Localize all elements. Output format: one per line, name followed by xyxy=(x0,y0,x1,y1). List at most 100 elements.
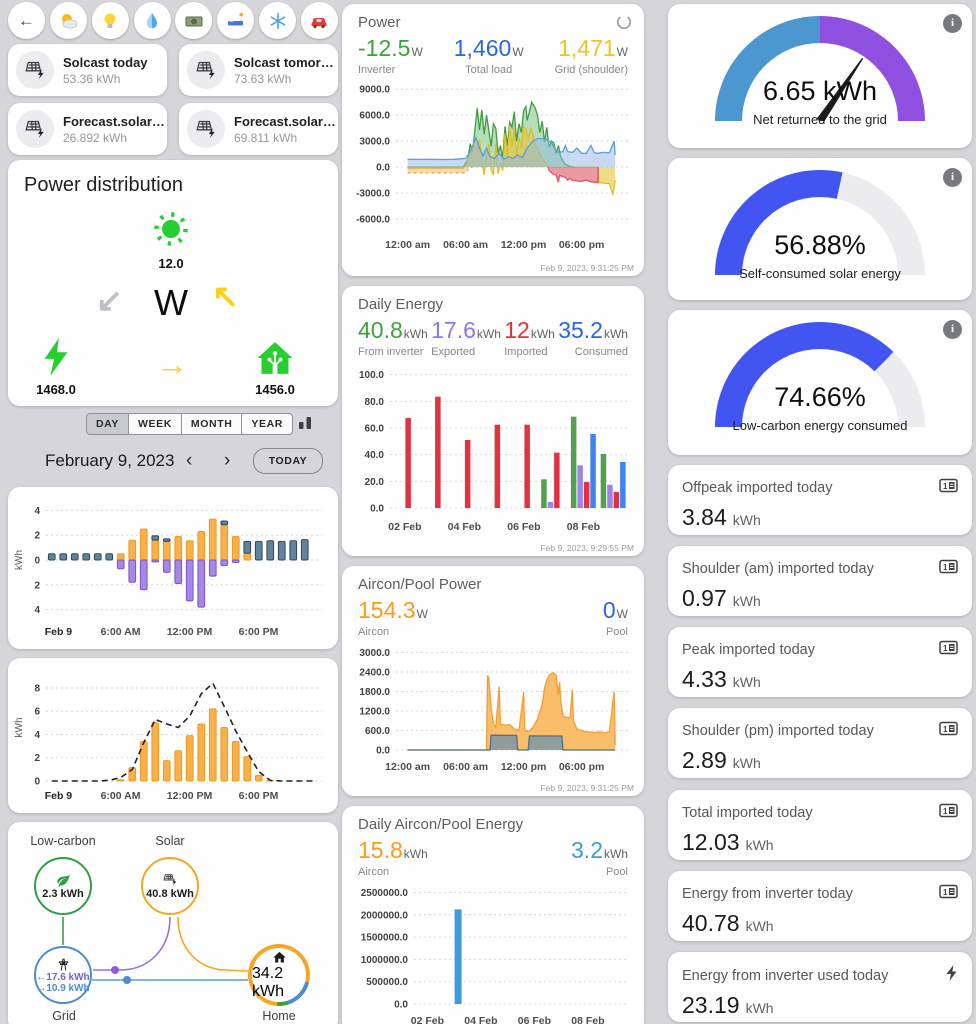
svg-text:6000.0: 6000.0 xyxy=(359,111,390,122)
refresh-icon[interactable] xyxy=(616,14,632,35)
money-icon[interactable] xyxy=(175,2,213,39)
svg-text:1: 1 xyxy=(943,725,948,734)
solar-power-icon xyxy=(163,874,177,886)
tile-title: Solcast today xyxy=(63,54,148,70)
flash-icon xyxy=(945,965,958,986)
daily-energy-chart: 100.0 80.0 60.0 40.0 20.0 0.0 02 Feb 04 Feb 06 F… xyxy=(350,360,636,541)
hourly-solar-chart-card[interactable]: 8 6 4 2 0 Feb 9 6:00 AM 12:00 PM 6:00 PM kWh xyxy=(8,658,338,813)
svg-text:100.0: 100.0 xyxy=(359,370,384,381)
weather-icon[interactable] xyxy=(49,2,87,39)
card-title: Aircon/Pool Power xyxy=(358,576,482,593)
stat-card-inverter-used[interactable]: Energy from inverter used today 23.19 kWh xyxy=(668,952,972,1022)
tab-day[interactable]: DAY xyxy=(86,413,130,435)
gauge-label: Self-consumed solar energy xyxy=(739,266,901,281)
light-bulb-icon[interactable] xyxy=(91,2,129,39)
info-icon[interactable] xyxy=(943,14,962,33)
svg-text:600.0: 600.0 xyxy=(365,726,390,737)
stat-card-shoulder-am[interactable]: Shoulder (am) imported today 1 0.97 kWh xyxy=(668,546,972,616)
gauge-label: Net returned to the grid xyxy=(753,112,887,127)
stat-imported: 12kWh Imported xyxy=(504,317,555,358)
svg-text:3000.0: 3000.0 xyxy=(359,648,390,659)
gauge-card-self-consumed[interactable]: 56.88% Self-consumed solar energy xyxy=(668,158,972,300)
home-node[interactable]: 34.2 kWh xyxy=(248,944,310,1006)
compare-icon[interactable] xyxy=(297,415,313,436)
daily-aircon-pool-card[interactable]: Daily Aircon/Pool Energy 15.8kWh Aircon 3… xyxy=(342,806,644,1024)
water-drop-icon[interactable] xyxy=(133,2,171,39)
low-carbon-node[interactable]: 2.3 kWh xyxy=(34,857,92,915)
aircon-pool-power-card[interactable]: Aircon/Pool Power 154.3W Aircon 0W Pool 30… xyxy=(342,566,644,796)
tab-month[interactable]: MONTH xyxy=(181,413,243,435)
daily-energy-chart-card[interactable]: Daily Energy 40.8kWh From inverter 17.6kW… xyxy=(342,286,644,556)
counter-icon: 1 xyxy=(939,559,958,579)
stat-grid: 1,471W Grid (shoulder) xyxy=(554,35,628,76)
stat-aircon: 15.8kWh Aircon xyxy=(358,837,428,878)
svg-text:3000.0: 3000.0 xyxy=(359,137,390,148)
gauge-card-low-carbon[interactable]: 74.66% Low-carbon energy consumed xyxy=(668,310,972,455)
svg-text:12:00 pm: 12:00 pm xyxy=(501,761,547,773)
stat-card-inverter-today[interactable]: Energy from inverter today 1 40.78 kWh xyxy=(668,871,972,941)
bed-icon[interactable] xyxy=(217,2,255,39)
stat-pool: 0W Pool xyxy=(602,597,628,638)
flash-icon xyxy=(44,338,68,376)
svg-text:1: 1 xyxy=(943,644,948,653)
next-day-button[interactable]: › xyxy=(224,450,231,471)
home-power-value: 1456.0 xyxy=(255,382,295,397)
arrow-home-icon: → xyxy=(156,346,188,382)
back-button[interactable]: ← xyxy=(8,2,45,39)
svg-text:6:00 AM: 6:00 AM xyxy=(101,626,141,638)
tile-value: 53.36 kWh xyxy=(63,71,121,86)
svg-text:08 Feb: 08 Feb xyxy=(571,1015,604,1024)
svg-text:06 Feb: 06 Feb xyxy=(507,521,540,533)
solar-power-icon xyxy=(187,110,225,148)
gauge-card-net-returned[interactable]: 6.65 kWh Net returned to the grid xyxy=(668,4,972,148)
svg-text:06:00 pm: 06:00 pm xyxy=(559,761,605,773)
hourly-net-energy-chart-card[interactable]: 4 2 0 2 4 Feb 9 6:00 AM 12:00 PM 6:00 PM kWh xyxy=(8,487,338,649)
current-date: February 9, 2023 xyxy=(45,451,175,470)
hourly-solar-chart: 8 6 4 2 0 Feb 9 6:00 AM 12:00 PM 6:00 PM kWh xyxy=(12,664,334,810)
node-label: Home xyxy=(262,1009,296,1023)
aircon-pool-power-chart: 3000.0 2400.0 1800.0 1200.0 600.0 0.0 12:00 am… xyxy=(350,640,636,781)
svg-text:4: 4 xyxy=(34,730,40,741)
tab-year[interactable]: YEAR xyxy=(242,413,293,435)
tile-value: 73.63 kWh xyxy=(234,71,292,86)
gauge-label: Low-carbon energy consumed xyxy=(732,418,908,433)
svg-text:04 Feb: 04 Feb xyxy=(464,1015,497,1024)
stat-card-offpeak[interactable]: Offpeak imported today 1 3.84 kWh xyxy=(668,465,972,535)
tile-value: 26.892 kWh xyxy=(63,130,128,145)
today-button[interactable]: TODAY xyxy=(253,448,323,474)
svg-text:-6000.0: -6000.0 xyxy=(356,215,390,226)
snowflake-icon[interactable] xyxy=(259,2,297,39)
tile-solcast-today[interactable]: Solcast today 53.36 kWh xyxy=(8,44,167,96)
svg-text:06:00 am: 06:00 am xyxy=(443,761,488,773)
date-navigation: February 9, 2023 ‹ › TODAY xyxy=(8,448,338,476)
solar-node[interactable]: 40.8 kWh xyxy=(141,857,199,915)
stat-card-total-imported[interactable]: Total imported today 1 12.03 kWh xyxy=(668,790,972,860)
counter-icon: 1 xyxy=(939,478,958,498)
svg-text:2: 2 xyxy=(34,580,40,591)
stat-inverter: -12.5W Inverter xyxy=(358,35,423,76)
svg-text:1200.0: 1200.0 xyxy=(359,707,390,718)
stat-card-peak[interactable]: Peak imported today 1 4.33 kWh xyxy=(668,627,972,697)
stat-exported: 17.6kWh Exported xyxy=(431,317,501,358)
power-chart-card[interactable]: Power -12.5W Inverter 1,460W Total load 1,… xyxy=(342,4,644,276)
prev-day-button[interactable]: ‹ xyxy=(186,450,193,471)
svg-text:Feb 9: Feb 9 xyxy=(45,790,73,802)
info-icon[interactable] xyxy=(943,320,962,339)
home-node: 1456.0 xyxy=(246,340,304,397)
info-icon[interactable] xyxy=(943,168,962,187)
car-icon[interactable] xyxy=(300,2,338,39)
tile-forecast-solar-tomorrow[interactable]: Forecast.solar to...69.811 kWh xyxy=(179,103,338,155)
svg-text:12:00 am: 12:00 am xyxy=(385,761,430,773)
grid-node[interactable]: ←17.6 kWh →10.9 kWh xyxy=(34,946,92,1004)
chart-timestamp: Feb 9, 2023, 9:31:25 PM xyxy=(540,783,634,793)
stat-card-shoulder-pm[interactable]: Shoulder (pm) imported today 1 2.89 kWh xyxy=(668,708,972,778)
tab-week[interactable]: WEEK xyxy=(129,413,182,435)
svg-text:1: 1 xyxy=(943,807,948,816)
leaf-icon xyxy=(56,874,70,887)
tile-solcast-tomorrow[interactable]: Solcast tomorrow 73.63 kWh xyxy=(179,44,338,96)
tile-forecast-solar-today[interactable]: Forecast.solar to...26.892 kWh xyxy=(8,103,167,155)
chart-timestamp: Feb 9, 2023, 9:31:25 PM xyxy=(540,263,634,273)
svg-text:04 Feb: 04 Feb xyxy=(448,521,481,533)
home-assistant-icon xyxy=(257,342,293,374)
svg-text:1: 1 xyxy=(943,482,948,491)
